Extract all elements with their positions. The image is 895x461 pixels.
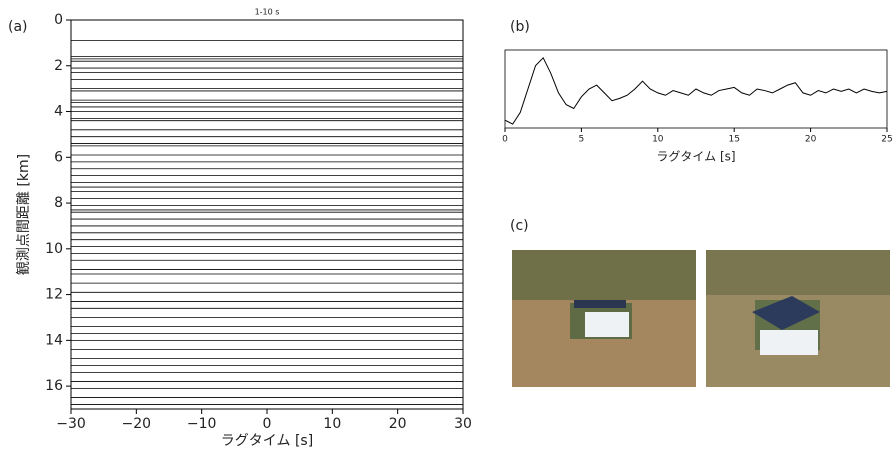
- y-tick-label: 10: [45, 241, 63, 257]
- chart-title: 1-10 s: [255, 8, 280, 17]
- y-tick-label: 4: [54, 104, 63, 120]
- x-tick-label: 20: [805, 135, 817, 145]
- x-tick-label: 0: [263, 416, 272, 432]
- x-tick-label: 15: [728, 135, 739, 145]
- x-tick-label: −30: [56, 416, 86, 432]
- x-tick-label: −20: [122, 416, 152, 432]
- panel-label: (c): [510, 218, 529, 234]
- y-tick-label: 12: [45, 287, 63, 303]
- photo-right: [706, 250, 890, 387]
- x-tick-label: 20: [389, 416, 407, 432]
- x-axis-label: ラグタイム [s]: [221, 433, 313, 449]
- y-tick-label: 6: [54, 149, 63, 165]
- panel-label: (a): [8, 19, 28, 35]
- y-tick-label: 14: [45, 332, 63, 348]
- x-tick-label: −10: [187, 416, 217, 432]
- plot-frame: [70, 19, 464, 410]
- x-tick-label: 10: [323, 416, 341, 432]
- photo-left: [512, 250, 696, 387]
- x-tick-label: 0: [502, 135, 508, 145]
- y-tick-label: 0: [54, 12, 63, 28]
- y-tick-label: 16: [45, 378, 63, 394]
- y-tick-label: 2: [54, 58, 63, 74]
- x-tick-label: 30: [454, 416, 472, 432]
- line: [504, 56, 888, 125]
- x-tick-label: 5: [579, 135, 585, 145]
- panel-label: (b): [510, 19, 530, 35]
- x-tick-label: 25: [881, 135, 892, 145]
- x-axis-label: ラグタイム [s]: [656, 150, 735, 164]
- x-tick-label: 10: [652, 135, 664, 145]
- y-axis-label: 観測点間距離 [km]: [15, 154, 32, 275]
- plot-frame: [504, 49, 888, 129]
- y-tick-label: 8: [54, 195, 63, 211]
